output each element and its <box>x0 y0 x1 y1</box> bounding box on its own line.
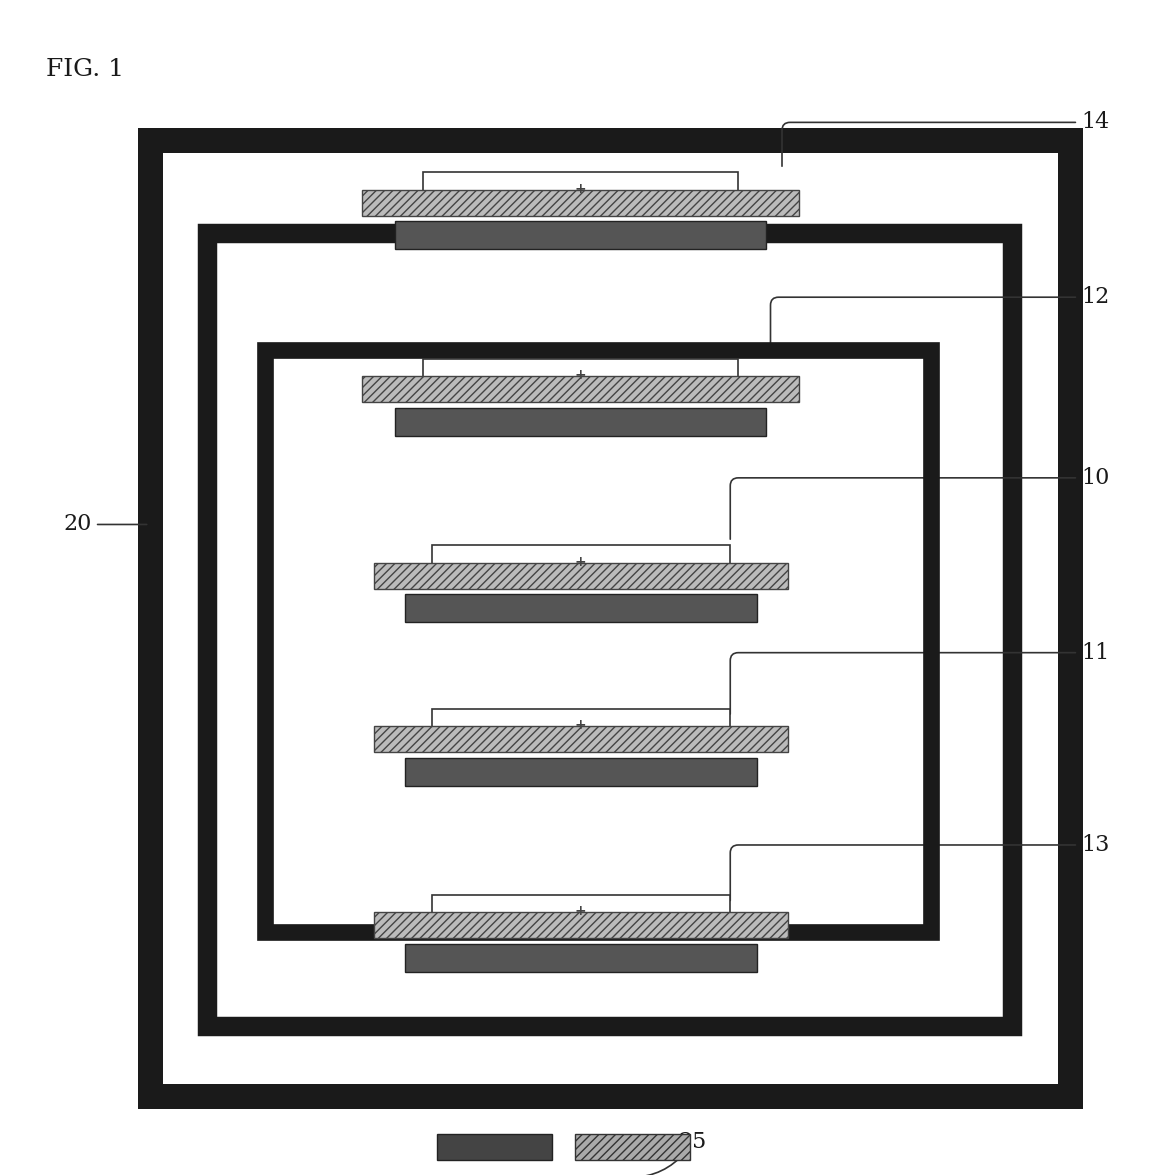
FancyBboxPatch shape <box>405 944 757 972</box>
FancyBboxPatch shape <box>405 595 757 623</box>
FancyBboxPatch shape <box>575 1134 690 1160</box>
Text: 12: 12 <box>770 287 1110 352</box>
FancyBboxPatch shape <box>454 1174 552 1175</box>
Text: 25: 25 <box>623 1132 707 1175</box>
Text: +: + <box>575 718 586 732</box>
Text: 10: 10 <box>730 466 1110 539</box>
FancyBboxPatch shape <box>431 545 730 578</box>
FancyBboxPatch shape <box>431 709 730 741</box>
Text: 20: 20 <box>63 513 147 536</box>
FancyBboxPatch shape <box>437 1134 552 1160</box>
FancyBboxPatch shape <box>362 376 799 402</box>
FancyBboxPatch shape <box>396 221 767 249</box>
FancyBboxPatch shape <box>431 895 730 928</box>
FancyBboxPatch shape <box>374 912 788 939</box>
Text: 14: 14 <box>782 112 1110 166</box>
FancyBboxPatch shape <box>374 726 788 752</box>
Text: +: + <box>575 368 586 382</box>
FancyBboxPatch shape <box>405 758 757 786</box>
Text: +: + <box>575 905 586 919</box>
Text: 11: 11 <box>730 642 1110 714</box>
FancyBboxPatch shape <box>362 189 799 216</box>
Text: 13: 13 <box>730 834 1110 900</box>
FancyBboxPatch shape <box>396 408 767 436</box>
FancyBboxPatch shape <box>374 563 788 589</box>
Text: +: + <box>575 182 586 196</box>
Text: FIG. 1: FIG. 1 <box>46 59 124 81</box>
FancyBboxPatch shape <box>423 360 738 391</box>
Text: +: + <box>575 555 586 569</box>
FancyBboxPatch shape <box>423 173 738 206</box>
